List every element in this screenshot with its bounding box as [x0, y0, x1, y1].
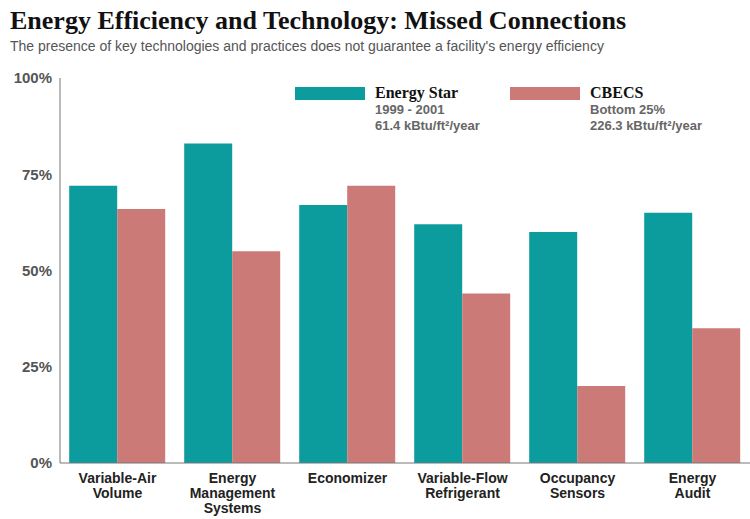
svg-text:Economizer: Economizer: [308, 470, 388, 486]
svg-text:100%: 100%: [14, 69, 52, 86]
svg-text:EnergyManagementSystems: EnergyManagementSystems: [190, 470, 276, 516]
svg-text:50%: 50%: [22, 262, 52, 279]
html-text:Energy Efficiency and Technolo: Energy Efficiency and Technology: Missed…: [10, 6, 627, 35]
html-text:226.3 kBtu/ft²/year: 226.3 kBtu/ft²/year: [590, 118, 702, 133]
html-text:Energy Star: Energy Star: [375, 84, 459, 101]
html-text:The presence of key technologi: The presence of key technologies and pra…: [10, 38, 604, 54]
svg-text:75%: 75%: [22, 166, 52, 183]
svg-text:EnergyAudit: EnergyAudit: [669, 470, 717, 501]
svg-text:0%: 0%: [30, 454, 52, 471]
html-text:Bottom 25%: Bottom 25%: [590, 102, 666, 117]
svg-text:25%: 25%: [22, 358, 52, 375]
svg-text:OccupancySensors: OccupancySensors: [540, 470, 616, 501]
html-text:CBECS: CBECS: [590, 84, 644, 101]
svg-text:Variable-AirVolume: Variable-AirVolume: [79, 470, 157, 501]
svg-text:Variable-FlowRefrigerant: Variable-FlowRefrigerant: [417, 470, 507, 501]
html-text:61.4 kBtu/ft²/year: 61.4 kBtu/ft²/year: [375, 118, 480, 133]
html-text:1999 - 2001: 1999 - 2001: [375, 102, 445, 117]
